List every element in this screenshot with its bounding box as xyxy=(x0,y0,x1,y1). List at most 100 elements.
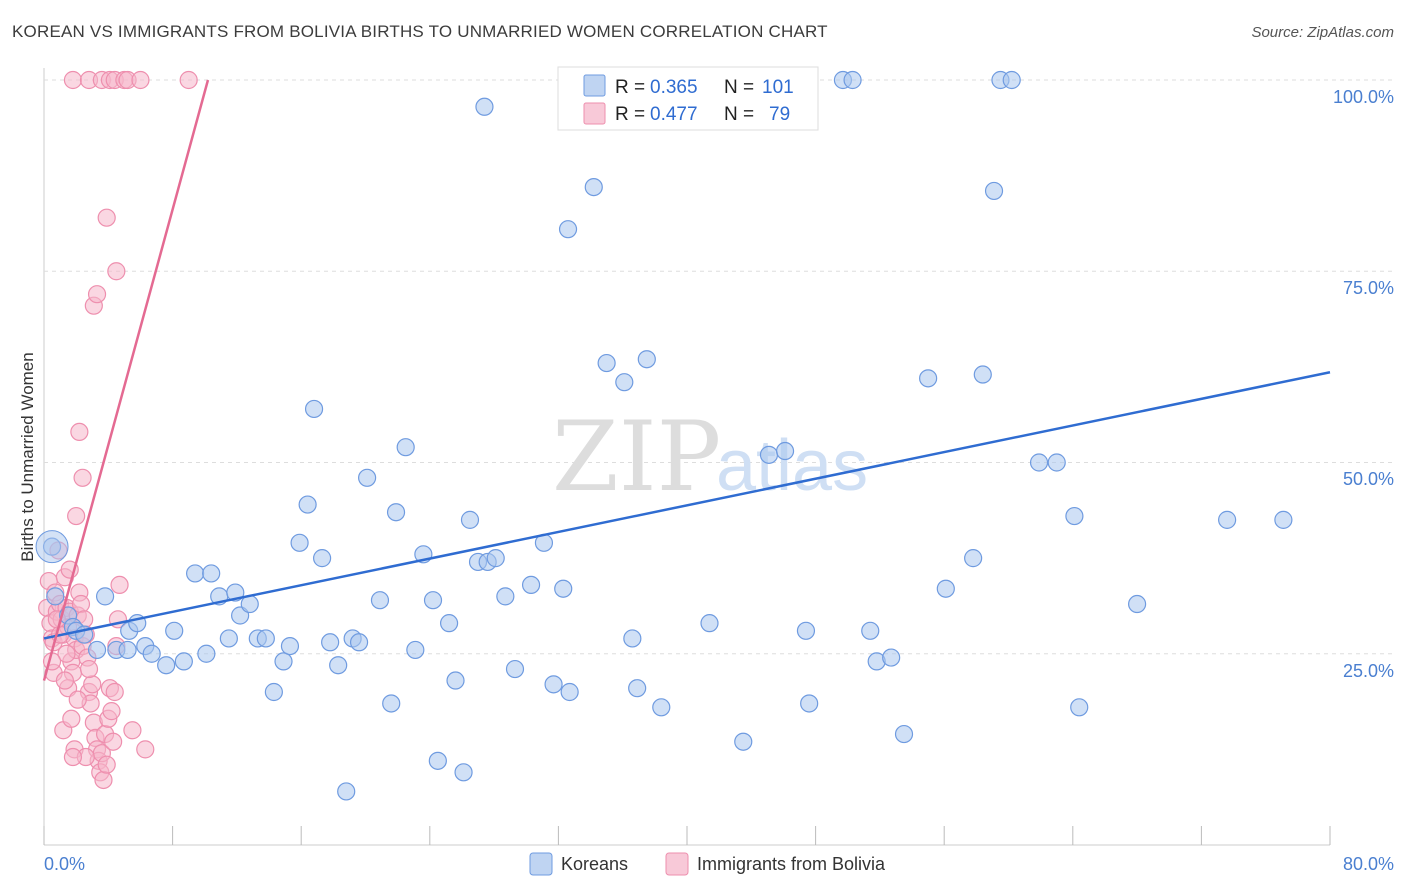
korean-point xyxy=(202,564,221,583)
bolivia-point xyxy=(63,747,83,767)
bottom-legend-label-bolivia: Immigrants from Bolivia xyxy=(697,854,886,874)
gridlines xyxy=(44,79,1392,655)
korean-point xyxy=(197,644,216,663)
korean-point xyxy=(382,694,401,713)
bolivia-point xyxy=(107,262,126,281)
korean-point xyxy=(186,564,205,583)
watermark-zip: ZIP xyxy=(552,401,721,513)
korean-point xyxy=(882,648,901,667)
legend-swatch-koreans xyxy=(583,74,606,97)
legend-n-value-koreans: 101 xyxy=(762,77,794,98)
bolivia-point xyxy=(70,422,89,441)
legend-r-value-bolivia: 0.477 xyxy=(650,104,698,125)
korean-point xyxy=(428,751,447,770)
x-tick-marks xyxy=(43,826,1331,845)
bolivia-trendline xyxy=(42,79,210,681)
bolivia-point xyxy=(94,770,113,790)
korean-point xyxy=(1274,510,1293,529)
stats-legend: R = 0.365 N = 101 R = 0.477 N = 79 xyxy=(557,66,819,131)
korean-point xyxy=(312,549,332,568)
bolivia-point xyxy=(83,675,102,694)
korean-point xyxy=(919,369,938,388)
korean-point xyxy=(936,579,955,598)
korean-point xyxy=(486,549,505,568)
bolivia-point xyxy=(62,709,81,728)
bottom-legend-label-koreans: Koreans xyxy=(561,854,628,874)
korean-point xyxy=(157,656,176,675)
korean-point xyxy=(623,629,642,648)
bolivia-point xyxy=(97,208,116,227)
y-tick-label-75: 75.0% xyxy=(1343,278,1394,298)
bolivia-point xyxy=(87,285,107,304)
bolivia-point xyxy=(73,468,92,487)
bolivia-point xyxy=(63,70,83,90)
korean-point xyxy=(734,732,753,751)
korean-point xyxy=(274,652,293,671)
bolivia-point xyxy=(55,671,74,690)
bolivia-point xyxy=(131,70,150,90)
korean-point xyxy=(1002,70,1021,90)
korean-point xyxy=(560,682,579,702)
korean-point xyxy=(439,614,459,633)
korean-point xyxy=(800,694,819,713)
y-tick-label-50: 50.0% xyxy=(1343,469,1394,489)
korean-point xyxy=(165,621,184,640)
y-tick-label-100: 100.0% xyxy=(1333,87,1394,107)
korean-point xyxy=(615,373,634,392)
korean-point xyxy=(304,399,324,419)
korean-point xyxy=(775,441,795,461)
korean-point xyxy=(321,633,340,652)
korean-point xyxy=(370,591,390,610)
korean-point xyxy=(637,350,656,369)
bolivia-points xyxy=(38,70,198,790)
korean-point xyxy=(1047,453,1066,472)
korean-point xyxy=(174,652,193,671)
korean-point xyxy=(544,675,563,694)
korean-point xyxy=(264,682,283,702)
bolivia-point xyxy=(57,644,76,663)
watermark-atlas: atlas xyxy=(716,426,868,506)
korean-point xyxy=(446,671,465,690)
korean-point xyxy=(964,549,983,568)
korean-point xyxy=(759,445,779,464)
korean-point-large xyxy=(35,530,69,564)
bolivia-point xyxy=(67,506,86,526)
legend-n-label-bolivia: N = xyxy=(724,104,754,125)
bolivia-point xyxy=(68,690,87,709)
legend-r-label-bolivia: R = xyxy=(615,104,645,125)
series-legend: Koreans Immigrants from Bolivia xyxy=(529,852,886,876)
korean-point xyxy=(358,468,377,487)
korean-point xyxy=(1070,698,1089,717)
legend-r-value-koreans: 0.365 xyxy=(650,77,698,98)
korean-point xyxy=(496,587,515,606)
korean-point xyxy=(460,510,480,529)
bottom-legend-swatch-koreans xyxy=(529,852,553,876)
bolivia-point xyxy=(110,575,129,595)
korean-point xyxy=(475,97,494,116)
korean-point xyxy=(700,614,719,633)
bolivia-point xyxy=(179,70,198,90)
korean-point xyxy=(142,644,161,663)
legend-n-label-koreans: N = xyxy=(724,77,754,98)
korean-point xyxy=(584,178,603,197)
bolivia-point xyxy=(79,659,99,679)
korean-point xyxy=(406,640,425,660)
bolivia-point xyxy=(97,755,116,774)
legend-r-label-koreans: R = xyxy=(615,77,645,98)
y-axis-label: Births to Unmarried Women xyxy=(18,352,37,561)
bottom-legend-swatch-bolivia xyxy=(665,852,689,876)
x-tick-label-max: 80.0% xyxy=(1343,854,1394,874)
korean-point xyxy=(1065,506,1084,526)
korean-point xyxy=(505,659,525,679)
korean-point xyxy=(87,640,107,660)
bolivia-point xyxy=(105,682,124,702)
korean-point xyxy=(386,503,406,522)
bolivia-point xyxy=(123,721,142,740)
korean-point xyxy=(861,621,880,640)
korean-point xyxy=(290,533,309,552)
korean-point xyxy=(973,365,992,384)
korean-point xyxy=(597,353,616,373)
korean-point xyxy=(95,587,115,606)
korean-point xyxy=(521,575,541,595)
